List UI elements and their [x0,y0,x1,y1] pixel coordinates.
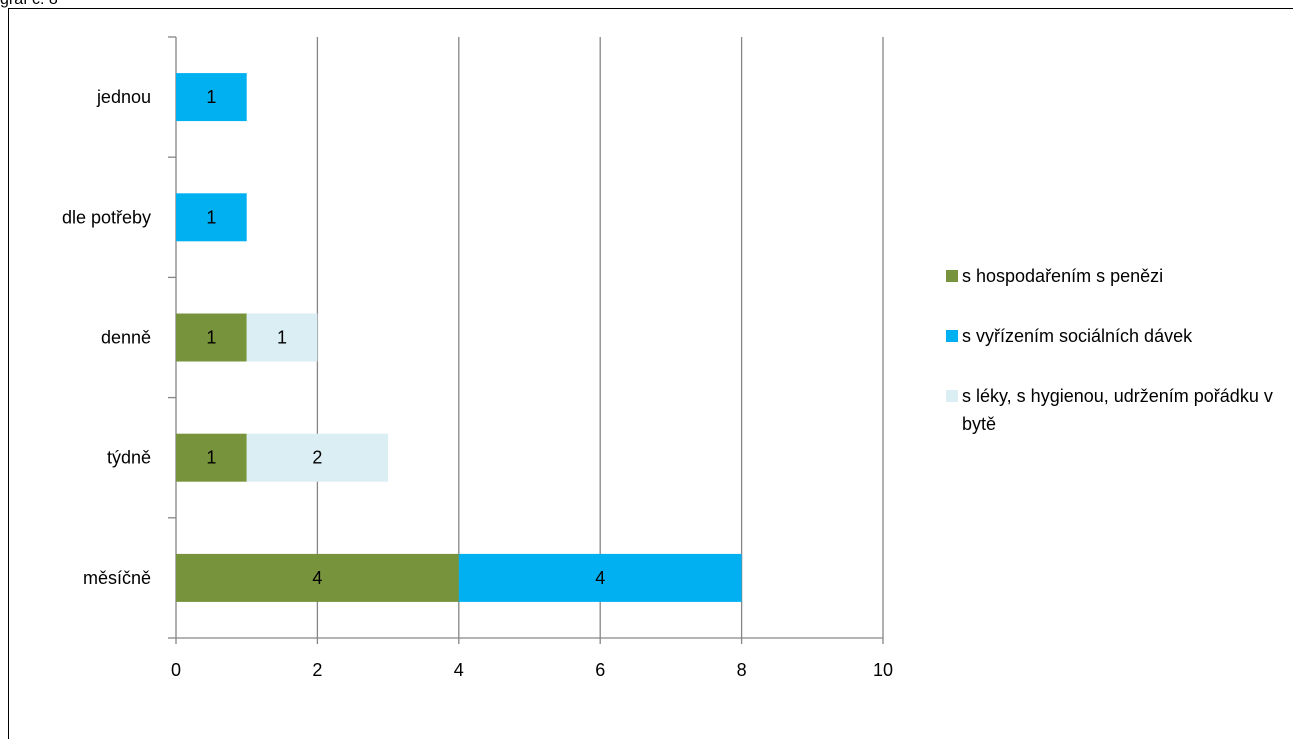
x-tick-label-2: 4 [454,660,464,680]
bar-label-2-2: 1 [277,328,287,348]
bar-label-1-0: 1 [206,448,216,468]
legend-label-2: s léky, s hygienou, udržením pořádku v b… [962,386,1273,434]
bar-label-0-1: 4 [595,568,605,588]
bar-label-0-0: 4 [312,568,322,588]
chart-legend: s hospodařením s penězi s vyřízením soci… [946,262,1291,470]
bar-label-3-1: 1 [206,207,216,227]
bar-0-1 [458,553,742,602]
bar-0-0 [176,553,459,602]
category-label-0: měsíčně [83,568,151,588]
bar-3-1 [176,193,247,242]
x-tick-label-5: 10 [873,660,893,680]
bar-1-0 [176,433,247,482]
category-label-4: jednou [96,87,151,107]
bar-2-2 [246,313,318,362]
x-tick-label-0: 0 [171,660,181,680]
x-tick-label-3: 6 [595,660,605,680]
x-tick-label-4: 8 [737,660,747,680]
bar-4-1 [176,73,247,122]
bar-label-4-1: 1 [206,87,216,107]
category-label-3: dle potřeby [62,207,151,227]
bar-1-2 [246,433,389,482]
bar-label-1-2: 2 [312,448,322,468]
category-label-2: denně [101,328,151,348]
legend-swatch-0 [946,270,958,282]
chart-frame [8,8,1293,739]
legend-item-0: s hospodařením s penězi [946,262,1291,290]
bar-2-0 [176,313,247,362]
legend-label-1: s vyřízením sociálních dávek [962,326,1193,346]
legend-label-0: s hospodařením s penězi [962,266,1164,286]
x-tick-label-1: 2 [312,660,322,680]
chart-caption: graf č. 8 [0,0,58,8]
legend-swatch-2 [946,390,958,402]
bar-label-2-0: 1 [206,328,216,348]
legend-item-1: s vyřízením sociálních dávek [946,322,1291,350]
legend-swatch-1 [946,330,958,342]
legend-item-2: s léky, s hygienou, udržením pořádku v b… [946,382,1292,438]
category-label-1: týdně [107,448,151,468]
